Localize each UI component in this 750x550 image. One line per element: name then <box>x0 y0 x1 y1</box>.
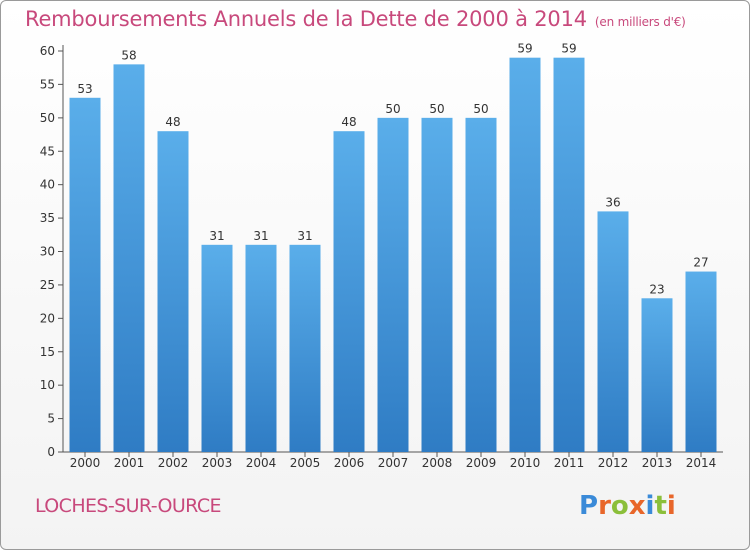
x-tick-label: 2005 <box>290 456 321 470</box>
logo-letter: P <box>579 491 599 521</box>
x-tick-label: 2004 <box>246 456 277 470</box>
data-label: 58 <box>121 48 136 62</box>
town-name: LOCHES-SUR-OURCE <box>35 495 222 517</box>
logo-letter: r <box>598 491 611 521</box>
data-label: 48 <box>165 115 180 129</box>
y-tick-label: 60 <box>40 44 55 58</box>
bar <box>201 244 233 452</box>
chart-axes: 0 5 10 15 20 25 30 35 40 45 50 55 60 2000 2001 2002 2003… <box>40 44 723 470</box>
data-label: 27 <box>693 256 708 270</box>
bar <box>69 97 101 453</box>
bar <box>509 57 541 452</box>
y-tick-label: 50 <box>40 111 55 125</box>
data-label: 23 <box>649 282 664 296</box>
bar <box>333 131 365 452</box>
bar <box>641 298 673 452</box>
y-tick-label: 35 <box>40 211 55 225</box>
data-label: 50 <box>385 102 400 116</box>
bar <box>465 117 497 452</box>
x-tick-label: 2003 <box>202 456 233 470</box>
x-tick-label: 2006 <box>334 456 365 470</box>
x-tick-label: 2008 <box>422 456 453 470</box>
data-label: 50 <box>429 102 444 116</box>
bar <box>685 271 717 452</box>
data-label: 50 <box>473 102 488 116</box>
logo-letter: x <box>628 491 646 521</box>
bar <box>289 244 321 452</box>
x-tick-label: 2009 <box>466 456 497 470</box>
y-tick-label: 30 <box>40 245 55 259</box>
data-label: 59 <box>561 42 576 56</box>
chart-title: Remboursements Annuels de la Dette de 20… <box>25 7 686 31</box>
bar <box>157 131 189 452</box>
data-label: 31 <box>297 229 312 243</box>
bar <box>597 211 629 452</box>
y-tick-label: 10 <box>40 378 55 392</box>
data-label: 53 <box>77 82 92 96</box>
y-tick-label: 5 <box>47 412 55 426</box>
data-label: 36 <box>605 195 620 209</box>
x-tick-label: 2011 <box>554 456 585 470</box>
logo-letter: t <box>654 491 667 521</box>
x-tick-label: 2014 <box>686 456 717 470</box>
bar <box>113 64 145 452</box>
bar <box>377 117 409 452</box>
proxiti-logo: Proxiti <box>579 491 676 521</box>
x-tick-label: 2007 <box>378 456 409 470</box>
x-tick-label: 2010 <box>510 456 541 470</box>
y-tick-label: 45 <box>40 144 55 158</box>
bar <box>553 57 585 452</box>
logo-letter: i <box>645 491 655 521</box>
data-label: 59 <box>517 42 532 56</box>
x-tick-label: 2013 <box>642 456 673 470</box>
chart-title-text: Remboursements Annuels de la Dette de 20… <box>25 7 587 31</box>
chart-subtitle: (en milliers d'€) <box>594 15 686 29</box>
logo-letter: o <box>610 491 629 521</box>
x-tick-label: 2012 <box>598 456 629 470</box>
y-tick-label: 20 <box>40 311 55 325</box>
x-tick-label: 2002 <box>158 456 189 470</box>
bar <box>245 244 277 452</box>
chart-data-labels: 53 58 48 31 31 31 48 50 50 50 59 59 36 23 27 <box>77 42 708 297</box>
x-tick-label: 2001 <box>114 456 145 470</box>
y-tick-label: 15 <box>40 345 55 359</box>
logo-letter: i <box>666 491 676 521</box>
bar <box>421 117 453 452</box>
data-label: 31 <box>209 229 224 243</box>
data-label: 31 <box>253 229 268 243</box>
data-label: 48 <box>341 115 356 129</box>
y-tick-label: 0 <box>47 445 55 459</box>
y-tick-label: 40 <box>40 178 55 192</box>
y-tick-label: 55 <box>40 77 55 91</box>
chart-bars <box>69 57 717 453</box>
y-tick-label: 25 <box>40 278 55 292</box>
x-tick-label: 2000 <box>70 456 101 470</box>
